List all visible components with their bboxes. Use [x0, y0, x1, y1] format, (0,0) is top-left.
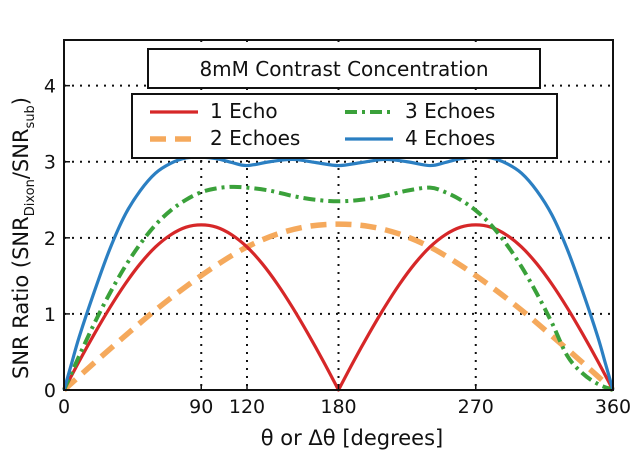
y-label-main: SNR Ratio (SNR — [9, 216, 33, 379]
legend-label: 1 Echo — [210, 99, 278, 123]
y-tick-label: 3 — [44, 152, 56, 174]
x-tick-label: 120 — [229, 396, 265, 418]
y-label-end: ) — [9, 97, 33, 105]
y-tick-label: 2 — [44, 228, 56, 250]
title-frame — [147, 48, 541, 89]
x-tick-label: 180 — [320, 396, 356, 418]
x-axis-label: θ or Δθ [degrees] — [261, 426, 444, 450]
x-tick-label: 270 — [458, 396, 494, 418]
series-line-4-echoes — [62, 155, 615, 391]
x-tick-label: 0 — [58, 396, 70, 418]
title-box: 8mM Contrast Concentration — [147, 48, 541, 89]
legend-frame — [131, 93, 558, 159]
legend: 1 Echo 2 Echoes 3 Echoes 4 Echoes — [131, 93, 558, 159]
y-label-mid: /SNR — [9, 128, 33, 179]
y-axis-label: SNR Ratio (SNRDixon/SNRsub) — [9, 97, 38, 379]
y-tick-label: 0 — [44, 380, 56, 402]
chart-title: 8mM Contrast Concentration — [199, 57, 488, 81]
legend-label: 3 Echoes — [405, 99, 495, 123]
x-tick-label: 90 — [189, 396, 213, 418]
y-tick-label: 1 — [44, 304, 56, 326]
series-line-3-echoes — [62, 184, 614, 392]
y-label-sub-sub: sub — [23, 105, 38, 128]
x-tick-label: 360 — [595, 396, 631, 418]
ticks: 0 90 120 180 270 360 0 1 2 3 4 — [44, 76, 631, 418]
series-line-2-echoes — [62, 221, 615, 393]
legend-label: 4 Echoes — [405, 126, 495, 150]
y-label-sub-dixon: Dixon — [23, 179, 38, 216]
y-tick-label: 4 — [44, 76, 56, 98]
legend-label: 2 Echoes — [210, 126, 300, 150]
grid-lines — [64, 40, 613, 390]
